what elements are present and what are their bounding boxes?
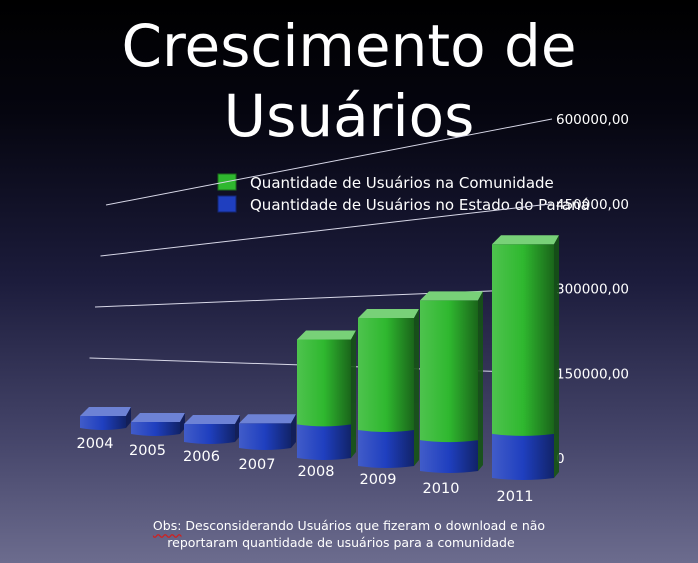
bar-top-cap xyxy=(80,407,131,416)
legend-label: Quantidade de Usuários na Comunidade xyxy=(250,174,554,192)
footnote-prefix: Obs: xyxy=(152,518,182,533)
gridline xyxy=(105,118,553,206)
slide-title-line2: Usuários xyxy=(223,82,475,150)
bar-segment-comunidade xyxy=(420,300,478,443)
bar-segment-parana xyxy=(239,423,291,450)
x-tick-label: 2006 xyxy=(183,449,220,465)
x-tick-label: 2005 xyxy=(129,443,166,459)
x-tick-label: 2004 xyxy=(77,436,114,452)
x-tick-label: 2007 xyxy=(239,457,276,473)
bar-segment-parana xyxy=(184,424,235,444)
bar-segment-comunidade xyxy=(492,244,554,436)
y-tick-label: 150000,00 xyxy=(556,366,629,382)
y-tick-label: 600000,00 xyxy=(556,112,629,128)
bar-segment-comunidade xyxy=(358,318,414,432)
bar-side-face xyxy=(126,407,131,428)
x-tick-label: 2011 xyxy=(497,489,534,505)
bar-top-cap xyxy=(297,330,356,340)
bar-segment-parana xyxy=(297,424,351,460)
bar-top-cap xyxy=(420,291,483,301)
legend-swatch xyxy=(217,195,237,213)
bar-side-face xyxy=(351,330,356,458)
y-tick-label: 0 xyxy=(556,451,565,467)
x-tick-label: 2009 xyxy=(360,472,397,488)
x-tick-label: 2008 xyxy=(298,464,335,480)
footnote-line1: Obs: Desconsiderando Usuários que fizera… xyxy=(0,518,698,534)
footnote-line1-text: Desconsiderando Usuários que fizeram o d… xyxy=(181,518,546,533)
gridline xyxy=(100,203,553,257)
bar-side-face xyxy=(291,414,296,448)
bar-side-face xyxy=(414,309,419,466)
bar-segment-parana xyxy=(131,422,180,436)
slide-title-line1: Crescimento de xyxy=(121,12,577,80)
bar-side-face xyxy=(235,415,240,442)
bar-top-cap xyxy=(184,415,240,424)
bar-top-cap xyxy=(358,309,419,318)
bar-top-cap xyxy=(492,235,559,245)
footnote-line2: reportaram quantidade de usuários para a… xyxy=(167,535,515,550)
bar-side-face xyxy=(554,235,559,478)
bar-segment-parana xyxy=(358,430,414,468)
bar-segment-comunidade xyxy=(297,339,351,427)
bar-segment-parana xyxy=(492,433,554,480)
bar-segment-parana xyxy=(420,440,478,473)
y-tick-label: 450000,00 xyxy=(556,197,629,213)
y-tick-label: 300000,00 xyxy=(556,282,629,298)
bar-side-face xyxy=(478,291,483,471)
bar-segment-parana xyxy=(80,416,126,430)
bar-top-cap xyxy=(239,414,296,424)
x-tick-label: 2010 xyxy=(423,481,460,497)
bar-side-face xyxy=(180,413,185,434)
gridline xyxy=(94,288,553,308)
bar-top-cap xyxy=(131,413,185,422)
